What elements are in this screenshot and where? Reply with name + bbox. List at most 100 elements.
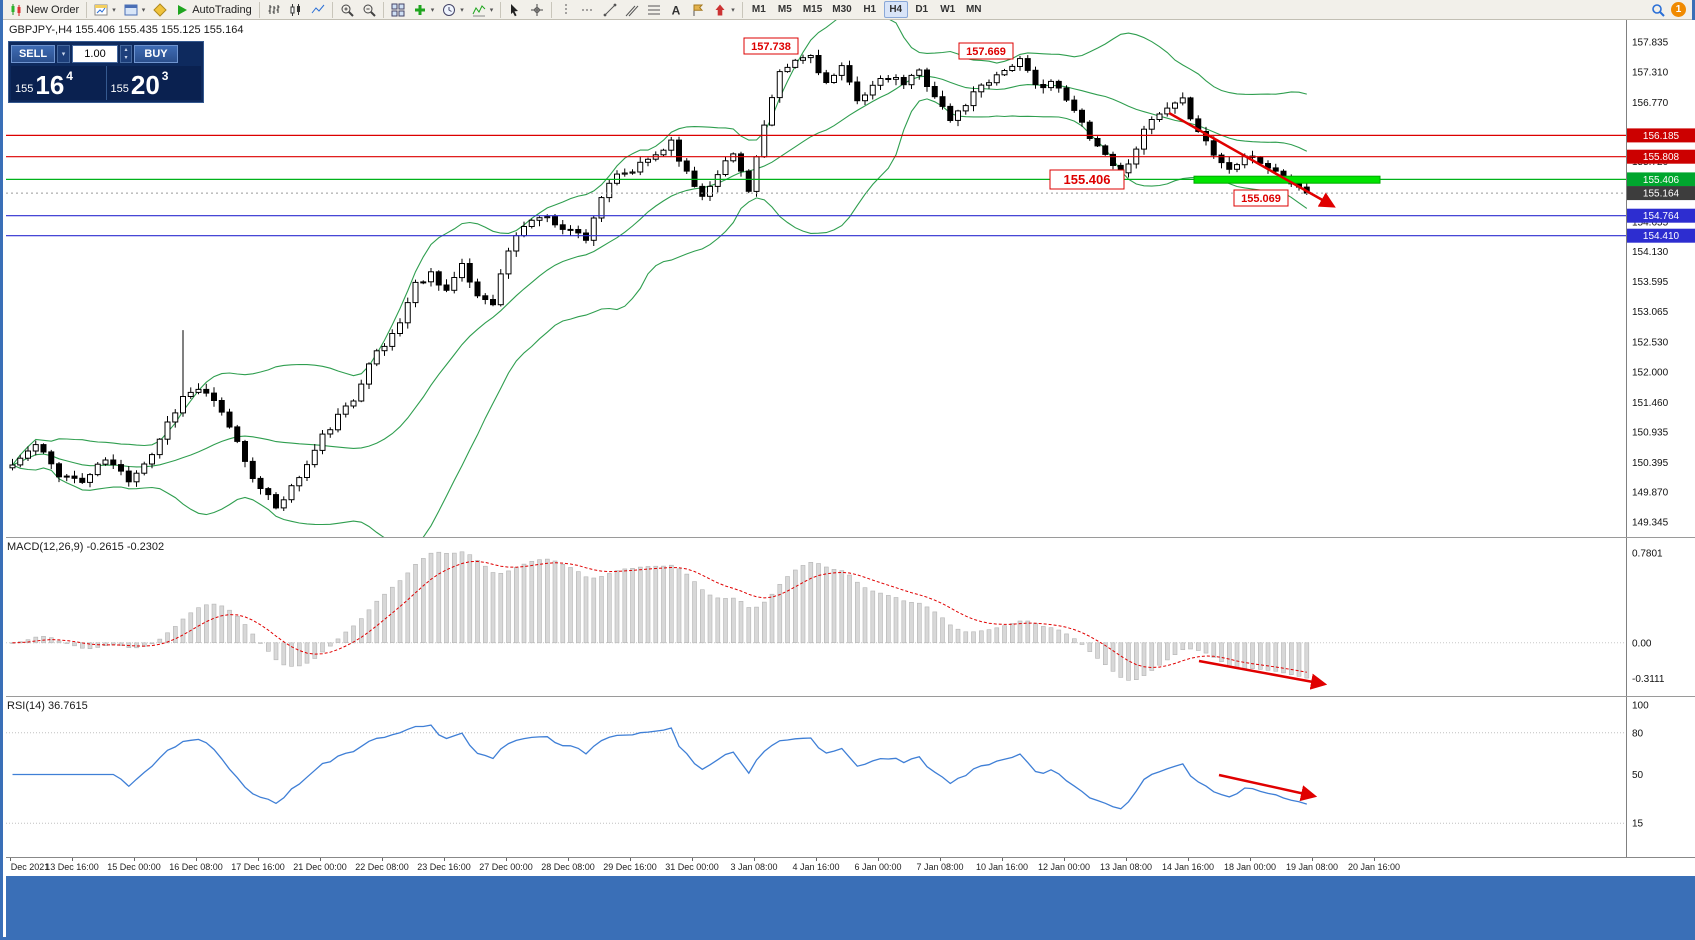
time-axis-label: 20 Jan 16:00 — [1347, 862, 1401, 872]
candles — [9, 49, 1310, 511]
zoom-out-button[interactable] — [358, 1, 380, 19]
timeframe-w1-button[interactable]: W1 — [936, 1, 960, 18]
one-click-trading-widget: SELL ▾ ▴▾ BUY 155 16 4 155 20 3 — [8, 41, 204, 103]
svg-text:154.764: 154.764 — [1643, 211, 1680, 222]
time-axis[interactable]: Dec 2021 13 Dec 16:00 15 Dec 00:00 16 Dec 0… — [6, 858, 1695, 876]
periods-button[interactable]: ▾ — [438, 1, 468, 19]
stepper-down-icon[interactable]: ▾ — [124, 55, 128, 61]
toolbar-separator — [500, 1, 502, 18]
toolbar-separator — [258, 1, 260, 18]
price-axis-label: 150.395 — [1632, 458, 1669, 469]
price-axis-label: 157.835 — [1632, 38, 1669, 49]
rsi-axis-label: 80 — [1632, 728, 1644, 739]
buy-button[interactable]: BUY — [134, 45, 178, 63]
time-axis-label: 3 Jan 08:00 — [730, 862, 778, 872]
dropdown-arrow-icon: ▾ — [460, 6, 464, 14]
main-chart-canvas[interactable]: 157.738 157.669 155.406 155.069 157.835 157.3… — [6, 12, 1695, 546]
notification-badge[interactable]: 1 — [1671, 2, 1686, 17]
fibonacci-tool-button[interactable] — [643, 1, 665, 19]
cursor-tool-button[interactable] — [504, 1, 526, 19]
price-badge: 154.764 — [1627, 208, 1695, 223]
volume-dropdown[interactable]: ▾ — [57, 45, 70, 63]
timeframe-m5-button[interactable]: M5 — [773, 1, 797, 18]
price-annotation-label[interactable]: 155.406 — [1049, 169, 1125, 190]
sell-button[interactable]: SELL — [11, 45, 55, 63]
time-axis-label: 17 Dec 16:00 — [231, 862, 285, 872]
channel-tool-button[interactable] — [621, 1, 643, 19]
timeframe-m1-button[interactable]: M1 — [747, 1, 771, 18]
volume-input[interactable] — [72, 45, 118, 63]
label-tool-button[interactable] — [687, 1, 709, 19]
time-tick — [816, 858, 817, 861]
svg-text:155.069: 155.069 — [1241, 193, 1281, 205]
bid-price[interactable]: 155 16 4 — [11, 66, 106, 100]
crosshair-tool-button[interactable] — [526, 1, 548, 19]
search-icon[interactable] — [1651, 3, 1665, 17]
price-annotation-label[interactable]: 157.738 — [743, 37, 799, 55]
time-axis-label: 23 Dec 16:00 — [417, 862, 471, 872]
dropdown-arrow-icon: ▾ — [112, 6, 116, 14]
text-tool-button[interactable]: A — [665, 1, 687, 19]
editor-icon — [153, 2, 167, 17]
timeframe-m15-button[interactable]: M15 — [799, 1, 826, 18]
volume-stepper[interactable]: ▴ ▾ — [120, 45, 132, 63]
main-chart-panel[interactable]: 157.738 157.669 155.406 155.069 157.835 157.3… — [6, 12, 1695, 546]
time-tick — [10, 858, 11, 861]
price-axis-label: 151.460 — [1632, 398, 1669, 409]
chart-candlesticks-button[interactable] — [285, 1, 307, 19]
macd-canvas[interactable]: 0.7801 0.00 -0.3111 — [6, 538, 1695, 696]
metaeditor-button[interactable] — [149, 1, 171, 19]
zoomout-icon — [362, 3, 376, 17]
rsi-axis-label: 100 — [1632, 701, 1649, 712]
vline-icon — [559, 3, 573, 17]
symbol-info: GBPJPY-,H4 155.406 155.435 155.125 155.1… — [9, 24, 244, 36]
time-tick — [72, 858, 73, 861]
chart-line-button[interactable] — [307, 1, 329, 19]
stepper-up-icon[interactable]: ▴ — [124, 47, 128, 53]
rsi-axis-label: 15 — [1632, 819, 1644, 830]
zoom-in-button[interactable] — [336, 1, 358, 19]
arrows-tool-button[interactable]: ▾ — [709, 1, 739, 19]
rsi-panel[interactable]: 100 80 50 15 — [6, 697, 1695, 858]
svg-text:157.738: 157.738 — [751, 41, 791, 53]
autotrading-button[interactable]: AutoTrading — [171, 1, 256, 19]
time-tick — [878, 858, 879, 861]
price-axis-label: 157.310 — [1632, 67, 1669, 78]
trendline-tool-button[interactable] — [599, 1, 621, 19]
horizontal-line-tool-button[interactable] — [577, 1, 599, 19]
svg-text:155.406: 155.406 — [1064, 172, 1111, 187]
chart-bars-button[interactable] — [263, 1, 285, 19]
svg-text:A: A — [672, 3, 681, 17]
time-axis-label: 22 Dec 08:00 — [355, 862, 409, 872]
macd-indicator-label: MACD(12,26,9) -0.2615 -0.2302 — [7, 541, 165, 553]
indicators-list-button[interactable]: ▾ — [468, 1, 498, 19]
zoomin-icon — [340, 3, 354, 17]
rsi-canvas[interactable]: 100 80 50 15 — [6, 697, 1695, 857]
add-chart-button[interactable]: ▾ — [409, 1, 439, 19]
macd-trend-arrow[interactable] — [1198, 659, 1328, 690]
profiles-button[interactable]: ▾ — [120, 1, 150, 19]
price-annotation-label[interactable]: 157.669 — [958, 42, 1014, 60]
rsi-trend-arrow[interactable] — [1218, 773, 1318, 802]
timeframe-h4-button[interactable]: H4 — [883, 1, 908, 18]
svg-text:155.808: 155.808 — [1643, 152, 1680, 163]
price-axis-label: 153.065 — [1632, 307, 1669, 318]
new-chart-window-button[interactable]: ▾ — [90, 1, 120, 19]
price-annotation-label[interactable]: 155.069 — [1233, 189, 1289, 207]
timeframe-d1-button[interactable]: D1 — [910, 1, 934, 18]
dropdown-arrow-icon: ▾ — [141, 6, 146, 14]
macd-panel[interactable]: 0.7801 0.00 -0.3111 — [6, 538, 1695, 697]
ask-price[interactable]: 155 20 3 — [107, 66, 202, 100]
play-icon — [175, 3, 189, 17]
toolbar-right: 1 — [1651, 2, 1690, 17]
trend-arrow[interactable] — [1168, 111, 1336, 208]
timeframe-m30-button[interactable]: M30 — [828, 1, 855, 18]
new-order-button[interactable]: New Order — [5, 1, 83, 19]
tile-windows-button[interactable] — [387, 1, 409, 19]
price-badge: 155.164 — [1627, 186, 1695, 201]
labeltag-icon — [691, 3, 705, 17]
timeframe-h1-button[interactable]: H1 — [858, 1, 882, 18]
vertical-line-tool-button[interactable] — [555, 1, 577, 19]
order-icon — [9, 3, 23, 17]
timeframe-mn-button[interactable]: MN — [962, 1, 986, 18]
